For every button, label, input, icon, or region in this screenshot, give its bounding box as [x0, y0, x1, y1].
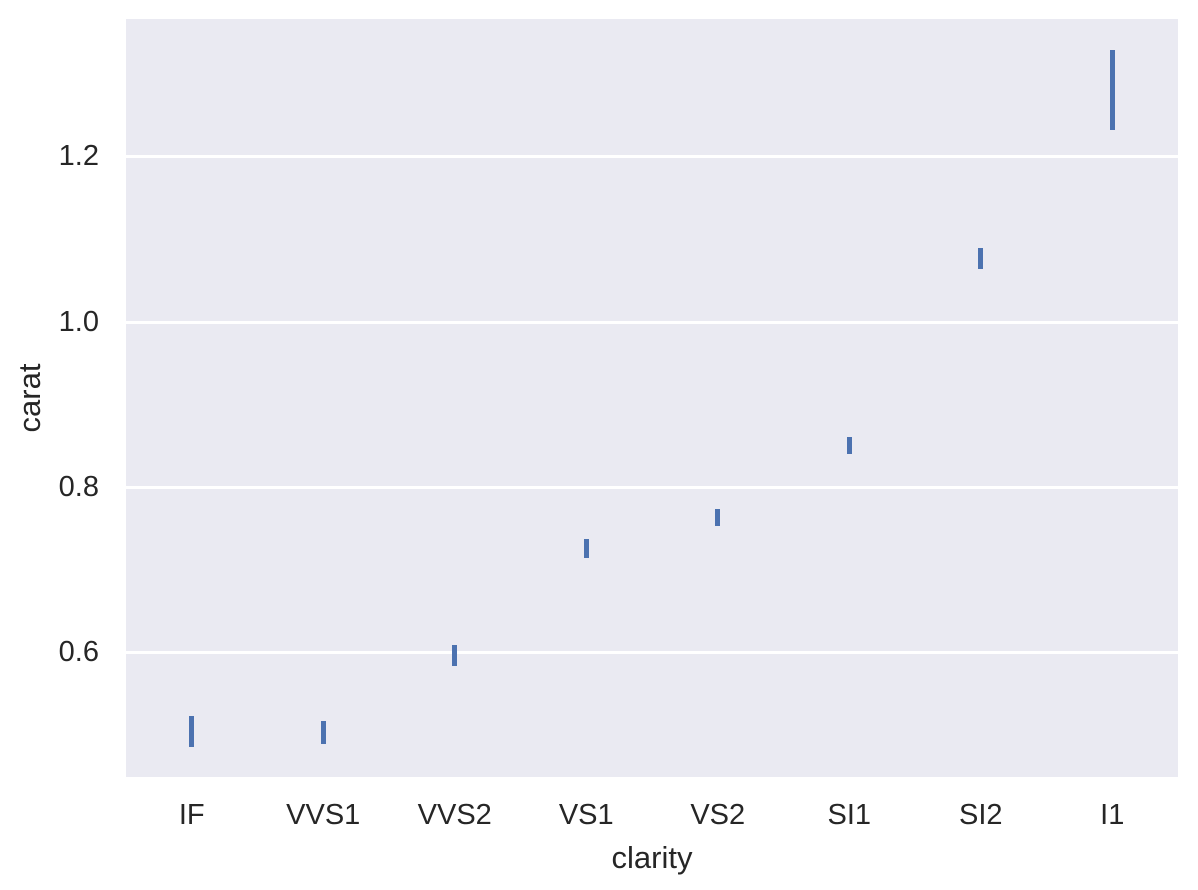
ci-bar-vs2: [715, 508, 721, 527]
x-tick-label: VVS2: [417, 799, 492, 831]
y-axis-label: carat: [12, 363, 47, 433]
ci-bar-vvs2: [452, 644, 458, 666]
y-tick-label: 0.6: [58, 636, 99, 669]
x-tick-label: VVS1: [286, 799, 361, 831]
y-tick-label: 1.2: [58, 140, 99, 173]
x-tick-label: IF: [178, 799, 205, 831]
gridline: [126, 651, 1178, 655]
x-axis-label: clarity: [611, 840, 693, 875]
y-tick-label: 0.8: [58, 470, 99, 503]
gridline: [126, 320, 1178, 324]
ci-bar-vs1: [583, 538, 589, 558]
x-tick-label: VS1: [558, 799, 614, 831]
x-tick-label: SI2: [958, 799, 1003, 831]
ci-bar-if: [189, 716, 195, 747]
x-tick-label: VS2: [690, 799, 746, 831]
ci-bar-i1: [1109, 50, 1115, 130]
y-tick-label: 1.0: [58, 305, 99, 338]
ci-bar-vvs1: [320, 720, 326, 744]
gridline: [126, 155, 1178, 159]
x-tick-label: I1: [1100, 799, 1125, 831]
x-tick-label: SI1: [827, 799, 872, 831]
ci-bar-si1: [846, 437, 852, 454]
ci-bar-si2: [978, 247, 984, 270]
plot-area: [126, 19, 1178, 777]
gridline: [126, 485, 1178, 489]
